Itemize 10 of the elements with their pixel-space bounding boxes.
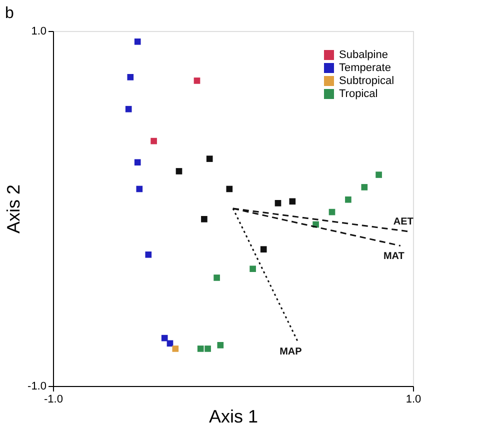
series-label: MAT	[383, 250, 404, 262]
series-label: MAP	[280, 346, 302, 358]
chart-title: b	[5, 5, 14, 22]
legend-label: Tropical	[339, 88, 378, 100]
legend-label: Temperate	[339, 62, 391, 74]
y-axis-title: Axis 2	[4, 184, 24, 234]
legend-label: Subalpine	[339, 49, 388, 61]
series-label: AET	[393, 216, 414, 228]
x-axis-title: Axis 1	[208, 406, 258, 426]
legend-label: Subtropical	[339, 75, 394, 87]
